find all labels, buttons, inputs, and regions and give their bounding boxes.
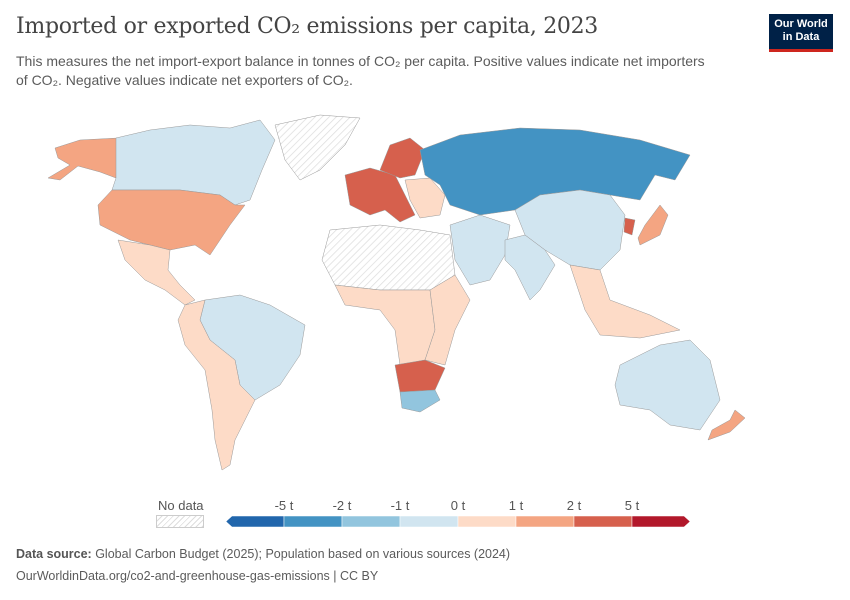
source-url[interactable]: OurWorldinData.org/co2-and-greenhouse-ga… [16,569,379,583]
region-korea[interactable] [623,217,636,236]
region-usa[interactable] [97,189,246,256]
legend-tick-label: 0 t [451,498,466,513]
region-scandinavia[interactable] [379,137,426,179]
region-mexico[interactable] [117,239,196,306]
color-legend: -5 t -2 t -1 t 0 t 1 t 2 t 5 t [225,498,691,528]
logo-text: Our World [774,18,828,30]
region-new-zealand[interactable] [707,409,746,441]
region-north-africa[interactable] [321,224,456,291]
world-map [47,114,746,471]
legend-tick-label: 2 t [567,498,582,513]
region-southern-africa[interactable] [394,359,446,393]
region-australia[interactable] [614,339,721,431]
chart-subtitle: This measures the net import-export bala… [16,53,705,88]
legend-bin[interactable] [457,515,517,528]
legend-tick-label: -2 t [333,498,352,513]
region-greenland[interactable] [274,114,361,181]
chart-title: Imported or exported CO₂ emissions per c… [16,14,599,39]
logo-text: in Data [782,31,820,43]
region-southeast-asia[interactable] [569,264,681,339]
source-label: Data source: [16,547,92,561]
legend-tick-label: 1 t [509,498,524,513]
data-source: Data source: Global Carbon Budget (2025)… [16,547,510,561]
legend-bin[interactable] [399,515,459,528]
legend-bin[interactable] [573,515,633,528]
owid-logo[interactable]: Our World in Data [769,14,833,52]
legend-tick-label: 5 t [625,498,640,513]
region-south-africa[interactable] [399,389,441,413]
legend-bin[interactable] [225,515,285,528]
legend-bin[interactable] [631,515,691,528]
region-western-europe[interactable] [344,167,416,223]
region-russia[interactable] [419,127,691,216]
legend-bin[interactable] [341,515,401,528]
legend-no-data-swatch[interactable] [156,515,204,528]
region-india[interactable] [504,234,556,301]
source-text: Global Carbon Budget (2025); Population … [91,547,511,561]
region-south-america[interactable] [177,299,256,471]
legend-no-data-label: No data [158,498,204,513]
region-east-africa[interactable] [424,274,471,366]
legend-tick-label: -1 t [391,498,410,513]
legend-bin[interactable] [283,515,343,528]
region-japan[interactable] [637,204,669,246]
legend-bin[interactable] [515,515,575,528]
region-middle-east[interactable] [449,214,511,286]
region-central-africa[interactable] [334,284,436,366]
legend-tick-label: -5 t [275,498,294,513]
region-alaska[interactable] [47,137,119,181]
